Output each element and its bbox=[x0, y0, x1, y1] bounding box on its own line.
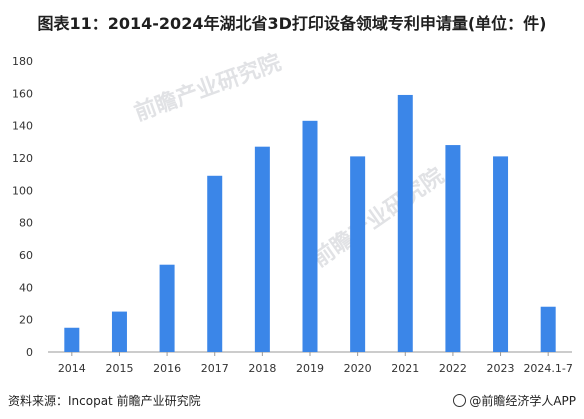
y-tick-label: 160 bbox=[12, 87, 33, 100]
bar bbox=[254, 146, 270, 352]
x-tick-label: 2014 bbox=[58, 362, 86, 375]
y-tick-label: 120 bbox=[12, 152, 33, 165]
x-tick-label: 2022 bbox=[439, 362, 467, 375]
x-tick-label: 2024.1-7 bbox=[523, 362, 572, 375]
bar bbox=[207, 175, 223, 352]
bar bbox=[445, 145, 461, 352]
chart-title: 图表11：2014-2024年湖北省3D打印设备领域专利申请量(单位：件) bbox=[37, 14, 547, 33]
x-tick-label: 2021 bbox=[391, 362, 419, 375]
x-tick-label: 2018 bbox=[248, 362, 276, 375]
bar bbox=[350, 156, 366, 352]
bar bbox=[111, 311, 127, 352]
x-tick-label: 2019 bbox=[296, 362, 324, 375]
bar bbox=[493, 156, 509, 352]
bar bbox=[302, 120, 318, 352]
x-tick-label: 2020 bbox=[344, 362, 372, 375]
bar bbox=[159, 264, 175, 352]
x-tick-label: 2016 bbox=[153, 362, 181, 375]
brand-credit: @前瞻经济学人APP bbox=[453, 392, 576, 409]
x-tick-label: 2023 bbox=[487, 362, 515, 375]
bar bbox=[397, 94, 413, 352]
brand-logo-icon bbox=[453, 394, 467, 407]
y-tick-label: 180 bbox=[12, 55, 33, 68]
y-tick-label: 20 bbox=[19, 314, 33, 327]
y-tick-label: 0 bbox=[26, 346, 33, 359]
y-tick-label: 140 bbox=[12, 120, 33, 133]
x-tick-label: 2017 bbox=[201, 362, 229, 375]
y-tick-label: 100 bbox=[12, 184, 33, 197]
bar bbox=[540, 306, 556, 352]
source-note: 资料来源：Incopat 前瞻产业研究院 bbox=[8, 394, 201, 408]
y-tick-label: 60 bbox=[19, 249, 33, 262]
brand-text: @前瞻经济学人APP bbox=[469, 394, 576, 408]
y-tick-label: 40 bbox=[19, 281, 33, 294]
x-tick-label: 2015 bbox=[105, 362, 133, 375]
bar bbox=[64, 327, 80, 352]
y-tick-label: 80 bbox=[19, 217, 33, 230]
